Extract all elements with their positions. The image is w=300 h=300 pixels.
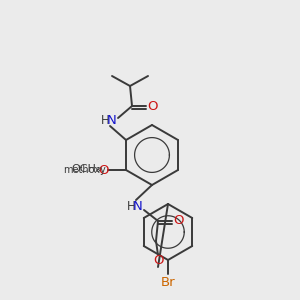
Text: O: O — [153, 254, 163, 268]
Text: H: H — [100, 115, 109, 128]
Text: Br: Br — [161, 275, 175, 289]
Text: H: H — [127, 200, 135, 212]
Text: OCH₃: OCH₃ — [71, 164, 101, 174]
Text: O: O — [173, 214, 183, 227]
Text: O: O — [98, 164, 108, 176]
Text: O: O — [147, 100, 157, 112]
Text: N: N — [133, 200, 143, 212]
Text: methoxy: methoxy — [63, 165, 105, 175]
Text: N: N — [107, 115, 117, 128]
